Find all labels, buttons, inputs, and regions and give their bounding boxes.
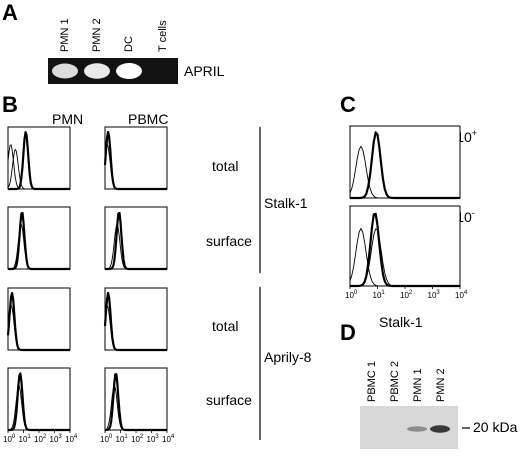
gel-A-lane-label: DC	[123, 36, 135, 52]
histogram-curve	[6, 292, 71, 352]
histogram-curve	[103, 291, 168, 352]
x-tick-label: 101	[116, 434, 129, 444]
row-label-surface: surface	[206, 233, 252, 249]
panel-D-letter: D	[340, 320, 356, 345]
x-tick-label: 100	[3, 434, 16, 444]
x-tick-label: 102	[400, 290, 413, 300]
histogram-panel	[103, 126, 168, 191]
histogram-panel	[104, 206, 168, 271]
row-label-surface: surface	[206, 392, 252, 408]
histogram-curve	[103, 130, 168, 191]
x-tick-label: 101	[373, 290, 386, 300]
panel-D-blot: PBMC 1 PBMC 2 PMN 1 PMN 2 20 kDa	[360, 361, 518, 449]
x-tick-label: 101	[19, 434, 32, 444]
gel-A-lane-label: PMN 1	[59, 18, 71, 52]
histogram-frame	[104, 126, 168, 190]
x-tick-label: 102	[34, 434, 47, 444]
panel-C-xlabel: Stalk-1	[379, 314, 423, 330]
gel-A-bands	[52, 63, 142, 79]
histogram-curve	[350, 131, 460, 200]
x-tick-label: 104	[455, 290, 468, 300]
gel-A-band	[116, 63, 142, 79]
histogram-panel: 100 101 102 103 104	[3, 367, 78, 444]
blot-D-band	[407, 426, 427, 432]
blot-D-band	[430, 425, 450, 433]
gel-A-lane-label: PMN 2	[91, 18, 103, 52]
blot-D-bands	[407, 425, 450, 433]
histogram-panel	[7, 206, 71, 271]
blot-D-lane-label: PBMC 1	[366, 361, 378, 402]
histogram-frame	[7, 126, 71, 190]
gel-A-lane-label: T cells	[157, 20, 169, 52]
x-tick-label: 103	[428, 290, 441, 300]
panel-B-letter: B	[2, 92, 18, 117]
histogram-panel	[349, 125, 461, 200]
histogram-curve	[104, 211, 168, 271]
panel-A-letter: A	[2, 0, 18, 25]
row-label-total: total	[212, 158, 238, 174]
x-tick-label: 100	[345, 290, 358, 300]
histogram-panel: 100 101 102 103 104	[345, 205, 468, 300]
x-tick-label: 104	[65, 434, 78, 444]
x-tick-label: 100	[100, 434, 113, 444]
histogram-frame	[104, 287, 168, 351]
panel-A-gel: PMN 1 PMN 2 DC T cells APRIL	[48, 18, 225, 84]
antibody-label-apriliy-8: Aprily-8	[264, 349, 312, 365]
x-tick-label: 102	[131, 434, 144, 444]
row-label-total: total	[212, 318, 238, 334]
marker-label-20kda: 20 kDa	[473, 419, 518, 435]
antibody-label-stalk-1: Stalk-1	[264, 195, 308, 211]
histogram-frame	[7, 287, 71, 351]
x-tick-label: 104	[162, 434, 175, 444]
gel-A-band	[52, 63, 78, 79]
april-label: APRIL	[184, 63, 225, 79]
col-label-pmn: PMN	[52, 111, 83, 127]
histogram-frame	[349, 205, 461, 287]
gel-A-band	[84, 63, 110, 79]
histogram-curve	[7, 131, 71, 191]
histogram-curve	[7, 211, 71, 271]
blot-D-lane-label: PBMC 2	[389, 361, 401, 402]
x-tick-label: 103	[147, 434, 160, 444]
col-label-pbmc: PBMC	[128, 111, 168, 127]
histogram-panel	[6, 287, 71, 352]
histogram-panel	[7, 126, 71, 191]
blot-D-lane-label: PMN 2	[435, 368, 447, 402]
blot-D-lane-label: PMN 1	[412, 368, 424, 402]
histogram-panel	[103, 287, 168, 352]
x-tick-label: 103	[50, 434, 63, 444]
panel-C-letter: C	[340, 92, 356, 117]
histogram-panel: 100 101 102 103 104	[100, 367, 175, 444]
histogram-frame	[349, 125, 461, 199]
